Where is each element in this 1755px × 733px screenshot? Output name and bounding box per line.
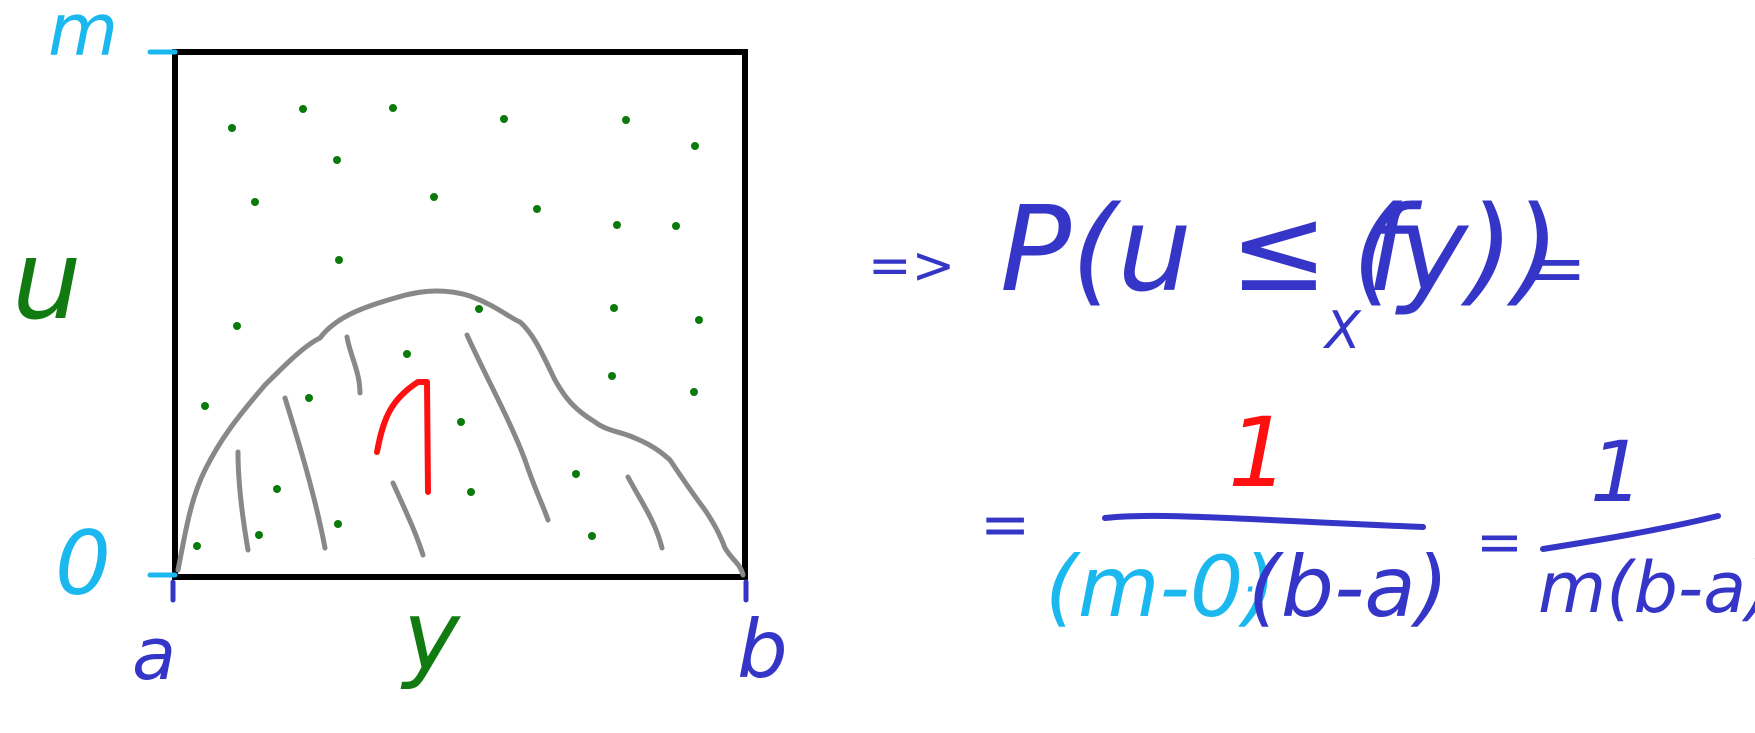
sample-point: [610, 304, 618, 312]
sample-point: [255, 531, 263, 539]
fraction-1-numerator: 1: [1228, 397, 1290, 509]
label-zero: 0: [55, 512, 111, 615]
sample-point: [608, 372, 616, 380]
sample-point: [622, 116, 630, 124]
label-b: b: [737, 603, 788, 696]
label-a: a: [132, 612, 177, 696]
sample-point: [613, 221, 621, 229]
sampling-box: [172, 49, 748, 580]
sample-point: [273, 485, 281, 493]
sample-point: [333, 156, 341, 164]
label-u: u: [12, 216, 82, 344]
fraction-2-denominator: m(b-a): [1538, 547, 1755, 629]
hatching: [235, 332, 665, 558]
sample-point: [475, 305, 483, 313]
fraction-2-numerator: 1: [1590, 423, 1644, 521]
equals-sign-1: =: [1528, 227, 1587, 309]
hatch-line: [282, 395, 328, 551]
sample-point: [201, 402, 209, 410]
sample-point: [691, 142, 699, 150]
fraction-1-denominator-b: (b-a): [1248, 538, 1449, 636]
density-curve: [175, 288, 746, 578]
sample-point: [533, 205, 541, 213]
sample-point: [193, 542, 201, 550]
implies-sign: =>: [868, 236, 956, 296]
fraction-1-denominator-m: (m-0): [1045, 538, 1277, 636]
equals-sign-2: =: [980, 490, 1031, 560]
hatch-line: [464, 332, 551, 523]
sample-point: [228, 124, 236, 132]
sample-point: [305, 394, 313, 402]
probability-argument: (y)): [1352, 180, 1560, 318]
sample-point: [467, 488, 475, 496]
sample-point: [430, 193, 438, 201]
hatch-line: [390, 480, 426, 558]
sample-point: [690, 388, 698, 396]
equals-sign-3: =: [1476, 510, 1523, 575]
sample-point: [299, 105, 307, 113]
sample-point: [572, 470, 580, 478]
label-m: m: [48, 0, 119, 72]
sample-point: [233, 322, 241, 330]
probability-expression: P(u ≤ f: [1000, 180, 1408, 318]
sample-point: [389, 104, 397, 112]
sample-point: [251, 198, 259, 206]
fraction-1-denominator-dot: ·: [1243, 567, 1256, 613]
hatch-line: [344, 334, 363, 396]
sample-points: [193, 104, 703, 550]
hatch-line: [625, 474, 665, 551]
density-label-one: 1: [374, 379, 431, 495]
sample-point: [695, 316, 703, 324]
sample-point: [672, 222, 680, 230]
fraction-bar-1: [1102, 512, 1426, 530]
sample-point: [457, 418, 465, 426]
sample-point: [335, 256, 343, 264]
fraction-bar-2: [1540, 513, 1721, 552]
sample-point: [403, 350, 411, 358]
sample-point: [588, 532, 596, 540]
label-y: y: [403, 580, 460, 692]
sample-point: [500, 115, 508, 123]
sample-point: [334, 520, 342, 528]
density-subscript: X: [1325, 301, 1361, 361]
density-one-glyph: [374, 379, 431, 495]
hatch-line: [235, 449, 251, 553]
